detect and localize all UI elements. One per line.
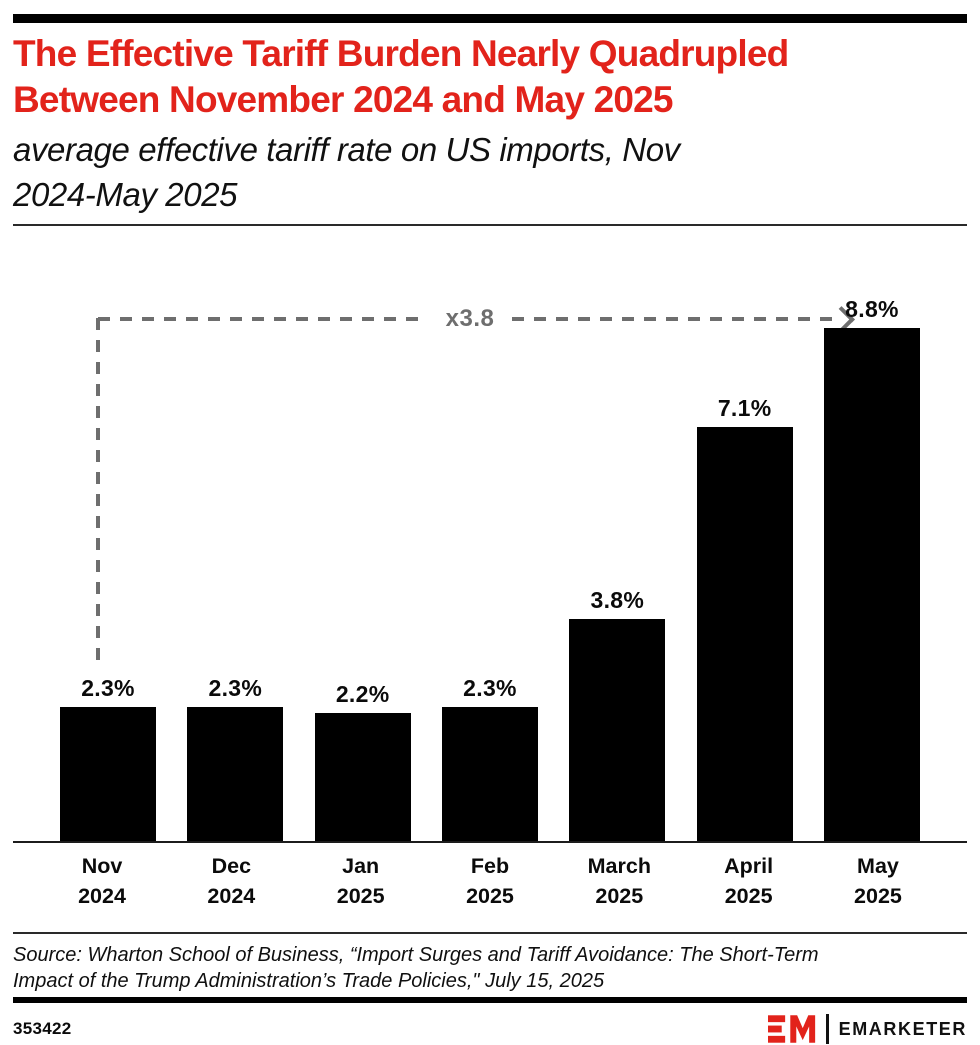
bar-value-label: 8.8% bbox=[845, 296, 899, 322]
source-divider bbox=[13, 932, 967, 934]
bar-value-label: 2.3% bbox=[463, 675, 517, 701]
footer-rule bbox=[13, 997, 967, 1003]
axis-month: May bbox=[857, 854, 899, 878]
bar-column-feb-2025: 2.3% bbox=[441, 226, 538, 841]
bar-column-may-2025: 8.8% bbox=[823, 226, 920, 841]
brand-logo: EMARKETER bbox=[767, 1013, 967, 1045]
x-axis-label-march-2025: March 2025 bbox=[564, 851, 674, 911]
bar-column-april-2025: 7.1% bbox=[696, 226, 793, 841]
bar-value-label: 7.1% bbox=[717, 395, 772, 421]
chart-id: 353422 bbox=[13, 1019, 72, 1038]
source-line1: Source: Wharton School of Business, “Imp… bbox=[13, 944, 819, 966]
bar-value-label: 2.3% bbox=[81, 675, 135, 701]
bar bbox=[823, 328, 920, 841]
chart-title-line1: The Effective Tariff Burden Nearly Quadr… bbox=[13, 33, 789, 74]
axis-year: 2025 bbox=[466, 884, 514, 908]
chart-subtitle: average effective tariff rate on US impo… bbox=[13, 127, 967, 217]
bar-column-march-2025: 3.8% bbox=[569, 226, 666, 841]
chart-subtitle-line1: average effective tariff rate on US impo… bbox=[13, 131, 680, 168]
source-note: Source: Wharton School of Business, “Imp… bbox=[13, 942, 967, 994]
bar bbox=[441, 707, 538, 841]
annotation-multiplier-label: x3.8 bbox=[445, 305, 495, 332]
bar bbox=[60, 707, 156, 841]
bars-row: 2.3% 2.3% 2.2% 2.3% 3.8% 7.1% bbox=[60, 226, 920, 841]
x-axis-label-may-2025: May 2025 bbox=[823, 851, 933, 911]
axis-month: Jan bbox=[342, 854, 380, 878]
bar bbox=[187, 707, 284, 841]
top-rule bbox=[13, 14, 967, 23]
x-axis-line bbox=[13, 841, 967, 843]
chart-card: The Effective Tariff Burden Nearly Quadr… bbox=[13, 14, 967, 841]
brand-divider bbox=[825, 1014, 829, 1044]
axis-month: Feb bbox=[470, 854, 510, 878]
bar bbox=[696, 427, 793, 841]
x-axis-label-jan-2025: Jan 2025 bbox=[306, 851, 416, 911]
brand-name: EMARKETER bbox=[838, 1018, 967, 1039]
axis-year: 2024 bbox=[207, 884, 256, 908]
axis-year: 2025 bbox=[336, 884, 385, 908]
source-line2: Impact of the Trump Administration’s Tra… bbox=[13, 970, 605, 992]
bar-value-label: 3.8% bbox=[590, 587, 645, 613]
bar-value-label: 2.2% bbox=[335, 681, 390, 707]
chart-title-line2: Between November 2024 and May 2025 bbox=[13, 79, 673, 120]
bar-value-label: 2.3% bbox=[208, 675, 263, 701]
axis-month: Nov bbox=[81, 854, 123, 878]
bar-chart: x3.8 2.3% 2.3% 2.2% 2.3% 3.8% bbox=[13, 226, 967, 841]
axis-year: 2025 bbox=[854, 884, 902, 908]
axis-year: 2025 bbox=[724, 884, 773, 908]
axis-month: March bbox=[587, 854, 651, 878]
chart-subtitle-line2: 2024-May 2025 bbox=[13, 176, 238, 213]
axis-month: Dec bbox=[211, 854, 252, 878]
axis-month: April bbox=[724, 854, 774, 878]
x-axis-label-dec-2024: Dec 2024 bbox=[176, 851, 286, 911]
bar-column-jan-2025: 2.2% bbox=[314, 226, 411, 841]
header-divider bbox=[13, 224, 967, 226]
x-axis-label-nov-2024: Nov 2024 bbox=[47, 851, 157, 911]
axis-year: 2024 bbox=[78, 884, 126, 908]
bar-column-dec-2024: 2.3% bbox=[187, 226, 284, 841]
annotation-vertical-dashed-line bbox=[96, 318, 100, 663]
annotation-arrow: x3.8 bbox=[98, 305, 855, 333]
em-logo-icon bbox=[767, 1015, 815, 1043]
footer: 353422 EMARKETER bbox=[13, 1013, 967, 1045]
x-axis-labels: Nov 2024 Dec 2024 Jan 2025 Feb 2025 Marc… bbox=[47, 851, 933, 911]
bar bbox=[569, 619, 666, 841]
x-axis-label-feb-2025: Feb 2025 bbox=[435, 851, 545, 911]
annotation-dashed-line-right bbox=[512, 317, 842, 321]
x-axis-label-april-2025: April 2025 bbox=[694, 851, 804, 911]
axis-year: 2025 bbox=[595, 884, 644, 908]
bar bbox=[314, 713, 411, 841]
chart-title: The Effective Tariff Burden Nearly Quadr… bbox=[13, 31, 967, 123]
bar-column-nov-2024: 2.3% bbox=[60, 226, 156, 841]
annotation-dashed-line-left bbox=[98, 317, 428, 321]
